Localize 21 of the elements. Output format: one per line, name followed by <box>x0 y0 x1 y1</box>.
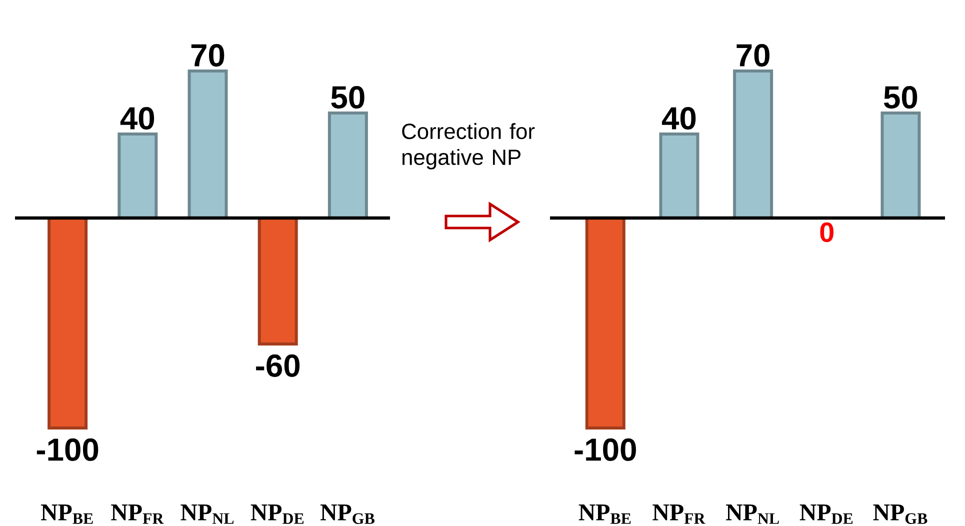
x-tick-label: NP$_{BE}$ <box>578 504 631 524</box>
data-label: -100 <box>574 438 636 461</box>
x-tick-label: NP$_{BE}$ <box>40 504 93 524</box>
data-label: 40 <box>120 107 154 130</box>
data-label: 50 <box>331 86 364 109</box>
data-label: 70 <box>191 44 224 67</box>
x-tick-label: NP$_{DE}$ <box>250 504 304 524</box>
x-tick-label: NP$_{NL}$ <box>180 504 234 524</box>
x-tick-label: NP$_{GB}$ <box>873 504 928 524</box>
text: Correction for negative NP <box>402 123 535 170</box>
data-label: -60 <box>256 354 300 377</box>
x-tick-label: NP$_{FR}$ <box>652 504 706 524</box>
x-tick-label: NP$_{GB}$ <box>320 504 374 524</box>
x-tick-label: NP$_{DE}$ <box>800 504 853 524</box>
data-label: 70 <box>736 44 770 67</box>
x-tick-label: NP$_{FR}$ <box>111 504 164 524</box>
data-label: 50 <box>884 86 918 109</box>
data-label: -100 <box>36 438 98 461</box>
x-tick-label: NP$_{NL}$ <box>726 504 779 524</box>
data-label: 40 <box>662 107 696 130</box>
data-label: 0 <box>820 222 834 242</box>
